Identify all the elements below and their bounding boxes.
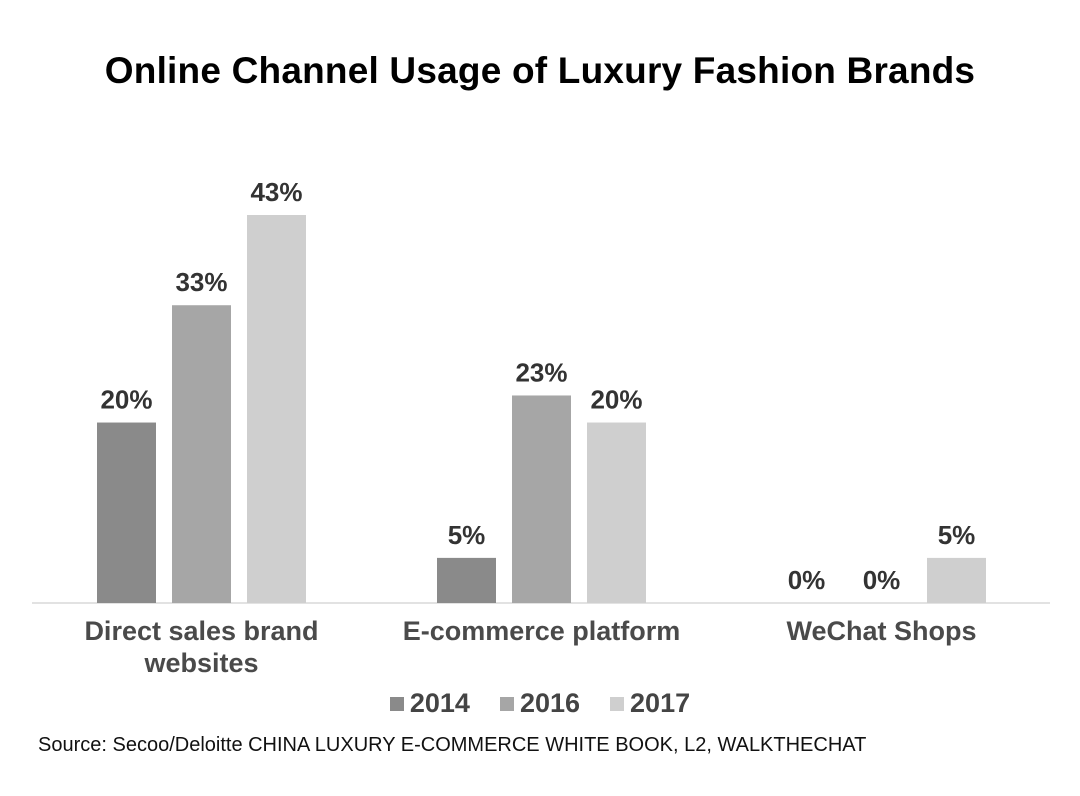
bar-2016-cat0 (172, 305, 231, 603)
bars-layer (97, 215, 986, 603)
data-label-2016-cat0: 33% (175, 267, 227, 297)
legend: 2014 2016 2017 (0, 688, 1080, 719)
data-label-2016-cat1: 23% (515, 357, 567, 387)
data-label-2017-cat0: 43% (250, 177, 302, 207)
category-label-0-line0: Direct sales brand (84, 616, 318, 646)
category-label-1-line0: E-commerce platform (403, 616, 681, 646)
bar-2017-cat1 (587, 422, 646, 603)
legend-swatch-2014 (389, 696, 404, 711)
legend-label-2014: 2014 (409, 688, 470, 718)
data-label-2017-cat1: 20% (590, 385, 642, 415)
bar-2014-cat0 (97, 422, 156, 603)
bar-2014-cat1 (437, 557, 496, 603)
source-note: Source: Secoo/Deloitte CHINA LUXURY E-CO… (38, 734, 867, 756)
bar-2017-cat0 (247, 215, 306, 603)
legend-item-2016: 2016 (499, 688, 581, 719)
bar-2017-cat2 (927, 557, 986, 603)
data-label-2017-cat2: 5% (938, 520, 976, 550)
data-label-2014-cat2: 0% (788, 565, 826, 595)
chart-title: Online Channel Usage of Luxury Fashion B… (104, 50, 976, 91)
legend-swatch-2016 (499, 696, 514, 711)
category-label-0-line1: websites (143, 648, 258, 678)
legend-label-2016: 2016 (519, 688, 581, 718)
category-label-2-line0: WeChat Shops (786, 616, 976, 646)
legend-label-2017: 2017 (630, 688, 691, 718)
data-label-2014-cat0: 20% (100, 385, 152, 415)
legend-swatch-2017 (610, 696, 625, 711)
bar-2016-cat1 (512, 395, 571, 603)
legend-item-2014: 2014 (389, 688, 470, 719)
data-label-2016-cat2: 0% (863, 565, 901, 595)
data-label-2014-cat1: 5% (448, 520, 486, 550)
legend-item-2017: 2017 (610, 688, 690, 719)
